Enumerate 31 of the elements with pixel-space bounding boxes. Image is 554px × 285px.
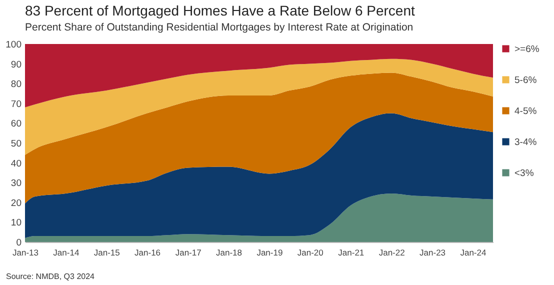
y-tick-label: 50 [10,138,22,150]
y-tick-label: 100 [6,40,22,50]
x-tick-label: Jan-20 [297,248,324,258]
legend-label: 4-5% [514,106,538,117]
legend-label: 5-6% [514,74,538,86]
y-tick-label: 0 [16,238,22,248]
x-tick-label: Jan-24 [460,248,486,258]
chart-title: 83 Percent of Mortgaged Homes Have a Rate Below 6 Percent [25,2,415,18]
x-tick-label: Jan-18 [216,248,242,258]
x-tick-label: Jan-14 [53,248,80,258]
y-tick-label: 10 [10,218,22,229]
y-tick-label: 70 [10,98,22,110]
y-tick-label: 30 [10,178,22,190]
x-tick-label: Jan-19 [256,248,283,258]
source-note: Source: NMDB, Q3 2024 [6,272,94,281]
x-tick-label: Jan-15 [94,248,120,258]
x-tick-label: Jan-16 [134,248,161,258]
x-tick-label: Jan-23 [420,248,446,258]
y-tick-label: 90 [10,59,22,70]
legend-label: 3-4% [514,136,538,148]
x-tick-label: Jan-13 [12,248,39,258]
y-tick-label: 40 [10,158,22,170]
y-tick-label: 20 [10,198,22,209]
y-tick-label: 80 [10,79,22,90]
legend-label: <3% [514,168,534,179]
legend-label: >=6% [514,44,540,55]
x-tick-label: Jan-21 [338,248,364,258]
x-tick-label: Jan-22 [378,248,406,258]
chart-subtitle: Percent Share of Outstanding Residential Mortgages by Interest Rate at Origination [25,22,414,34]
x-tick-label: Jan-17 [175,248,202,258]
y-tick-label: 60 [10,118,22,130]
